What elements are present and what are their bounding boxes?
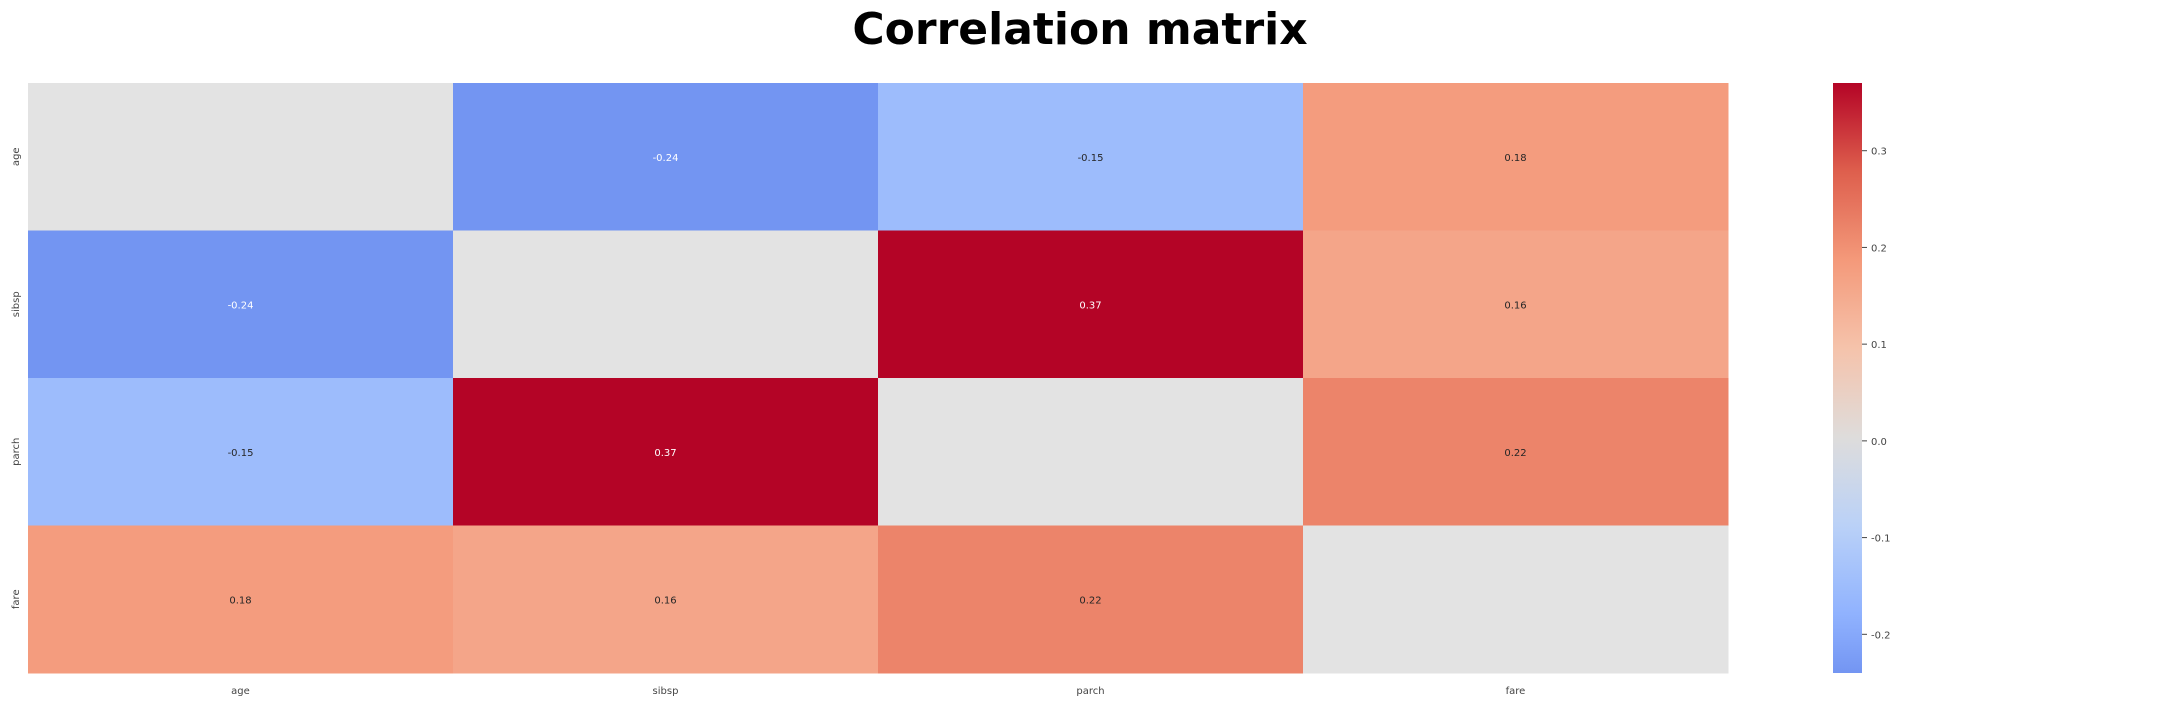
cell-value-label: 0.16 xyxy=(1504,300,1526,311)
cell-value-label: -0.15 xyxy=(1078,153,1104,164)
heatmap-cell-fare-fare xyxy=(1303,525,1729,674)
colorbar-tick-label: -0.1 xyxy=(1871,534,1891,545)
cell-value-label: 0.22 xyxy=(1079,595,1101,606)
heatmap-cell-parch-age xyxy=(28,378,454,526)
x-tick-label: fare xyxy=(1506,686,1526,697)
colorbar-gradient xyxy=(1833,83,1862,673)
x-tick-label: sibsp xyxy=(653,686,679,697)
cell-value-label: 0.37 xyxy=(654,448,676,459)
cell-value-label: 0.22 xyxy=(1504,448,1526,459)
heatmap-cell-age-fare xyxy=(1303,83,1729,231)
cell-value-label: 0.37 xyxy=(1079,300,1101,311)
heatmap-cells: -0.24 -0.15 0.18 -0.24 0.37 0.16 -0.15 0.37 0.22… xyxy=(28,83,1729,674)
chart-title: Correlation matrix xyxy=(852,4,1308,55)
cell-value-label: -0.24 xyxy=(228,300,254,311)
cell-value-label: -0.15 xyxy=(228,448,254,459)
colorbar: -0.2 -0.1 0.0 0.1 0.2 0.3 xyxy=(1833,83,1891,673)
colorbar-tick-label: 0.0 xyxy=(1871,437,1887,448)
heatmap-cell-age-age xyxy=(28,83,454,231)
heatmap-cell-age-sibsp xyxy=(453,83,879,231)
y-axis-ticks: age sibsp parch fare xyxy=(11,147,22,609)
y-tick-label: fare xyxy=(11,589,22,609)
heatmap-cell-sibsp-age xyxy=(28,230,454,379)
y-tick-label: age xyxy=(11,147,22,166)
cell-value-label: 0.16 xyxy=(654,595,676,606)
x-tick-label: parch xyxy=(1076,686,1104,697)
heatmap-cell-parch-fare xyxy=(1303,378,1729,526)
heatmap-cell-fare-parch xyxy=(878,525,1304,674)
colorbar-tick-label: -0.2 xyxy=(1871,630,1891,641)
heatmap-cell-fare-sibsp xyxy=(453,525,879,674)
heatmap-cell-sibsp-sibsp xyxy=(453,230,879,379)
cell-value-label: 0.18 xyxy=(1504,153,1526,164)
y-tick-label: sibsp xyxy=(11,291,22,317)
cell-value-label: 0.18 xyxy=(229,595,251,606)
colorbar-tick-label: 0.2 xyxy=(1871,243,1887,254)
heatmap-cell-parch-parch xyxy=(878,378,1304,526)
x-tick-label: age xyxy=(231,686,250,697)
heatmap-cell-sibsp-fare xyxy=(1303,230,1729,379)
y-tick-label: parch xyxy=(11,438,22,466)
colorbar-tick-label: 0.1 xyxy=(1871,340,1887,351)
heatmap-cell-parch-sibsp xyxy=(453,378,879,526)
heatmap-cell-age-parch xyxy=(878,83,1304,231)
x-axis-ticks: age sibsp parch fare xyxy=(231,686,1525,697)
heatmap-cell-fare-age xyxy=(28,525,454,674)
colorbar-tick-label: 0.3 xyxy=(1871,147,1887,158)
cell-value-label: -0.24 xyxy=(653,153,679,164)
heatmap-cell-sibsp-parch xyxy=(878,230,1304,379)
